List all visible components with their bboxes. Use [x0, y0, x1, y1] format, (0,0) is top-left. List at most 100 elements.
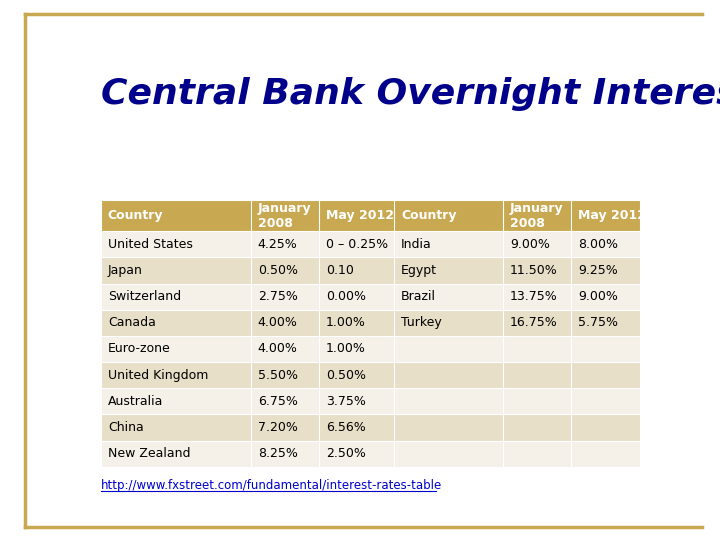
Text: 0.10: 0.10 [326, 264, 354, 277]
Text: United States: United States [108, 238, 193, 251]
FancyBboxPatch shape [319, 258, 395, 284]
Text: 8.00%: 8.00% [578, 238, 618, 251]
FancyBboxPatch shape [101, 441, 251, 467]
FancyBboxPatch shape [395, 336, 503, 362]
Text: 4.00%: 4.00% [258, 342, 297, 355]
FancyBboxPatch shape [319, 441, 395, 467]
Text: 3.75%: 3.75% [326, 395, 366, 408]
FancyBboxPatch shape [503, 310, 572, 336]
FancyBboxPatch shape [572, 200, 639, 231]
Text: 9.00%: 9.00% [578, 290, 618, 303]
FancyBboxPatch shape [101, 415, 251, 441]
Text: January
2008: January 2008 [510, 201, 564, 229]
FancyBboxPatch shape [395, 415, 503, 441]
FancyBboxPatch shape [319, 231, 395, 258]
Text: 9.00%: 9.00% [510, 238, 550, 251]
Text: May 2012: May 2012 [578, 209, 646, 222]
Text: 8.25%: 8.25% [258, 447, 297, 460]
FancyBboxPatch shape [395, 284, 503, 310]
FancyBboxPatch shape [572, 415, 639, 441]
FancyBboxPatch shape [395, 441, 503, 467]
FancyBboxPatch shape [395, 231, 503, 258]
Text: China: China [108, 421, 143, 434]
Text: Japan: Japan [108, 264, 143, 277]
Text: 0.50%: 0.50% [326, 369, 366, 382]
Text: Turkey: Turkey [401, 316, 441, 329]
FancyBboxPatch shape [101, 336, 251, 362]
Text: 0.00%: 0.00% [326, 290, 366, 303]
FancyBboxPatch shape [251, 388, 319, 415]
FancyBboxPatch shape [319, 310, 395, 336]
Text: Australia: Australia [108, 395, 163, 408]
FancyBboxPatch shape [572, 336, 639, 362]
FancyBboxPatch shape [319, 336, 395, 362]
Text: Switzerland: Switzerland [108, 290, 181, 303]
FancyBboxPatch shape [101, 388, 251, 415]
FancyBboxPatch shape [503, 284, 572, 310]
FancyBboxPatch shape [503, 258, 572, 284]
Text: 2.50%: 2.50% [326, 447, 366, 460]
Text: 7.20%: 7.20% [258, 421, 297, 434]
Text: 2.75%: 2.75% [258, 290, 297, 303]
FancyBboxPatch shape [251, 284, 319, 310]
Text: 5.50%: 5.50% [258, 369, 298, 382]
Text: http://www.fxstreet.com/fundamental/interest-rates-table: http://www.fxstreet.com/fundamental/inte… [101, 480, 442, 492]
Text: 5.75%: 5.75% [578, 316, 618, 329]
FancyBboxPatch shape [503, 441, 572, 467]
FancyBboxPatch shape [572, 284, 639, 310]
FancyBboxPatch shape [503, 200, 572, 231]
FancyBboxPatch shape [572, 388, 639, 415]
Text: 6.75%: 6.75% [258, 395, 297, 408]
Text: 16.75%: 16.75% [510, 316, 558, 329]
Text: Euro-zone: Euro-zone [108, 342, 171, 355]
Text: Egypt: Egypt [401, 264, 437, 277]
FancyBboxPatch shape [572, 310, 639, 336]
FancyBboxPatch shape [101, 362, 251, 388]
Text: Canada: Canada [108, 316, 156, 329]
Text: Country: Country [108, 209, 163, 222]
FancyBboxPatch shape [395, 200, 503, 231]
FancyBboxPatch shape [101, 200, 251, 231]
Text: United Kingdom: United Kingdom [108, 369, 208, 382]
Text: May 2012: May 2012 [326, 209, 394, 222]
FancyBboxPatch shape [395, 310, 503, 336]
FancyBboxPatch shape [319, 388, 395, 415]
FancyBboxPatch shape [251, 415, 319, 441]
Text: New Zealand: New Zealand [108, 447, 190, 460]
Text: January
2008: January 2008 [258, 201, 312, 229]
Text: 0.50%: 0.50% [258, 264, 298, 277]
FancyBboxPatch shape [572, 362, 639, 388]
FancyBboxPatch shape [503, 231, 572, 258]
FancyBboxPatch shape [503, 362, 572, 388]
FancyBboxPatch shape [251, 441, 319, 467]
FancyBboxPatch shape [319, 362, 395, 388]
FancyBboxPatch shape [572, 231, 639, 258]
Text: 9.25%: 9.25% [578, 264, 618, 277]
FancyBboxPatch shape [503, 415, 572, 441]
FancyBboxPatch shape [101, 231, 251, 258]
Text: 13.75%: 13.75% [510, 290, 558, 303]
Text: Country: Country [401, 209, 456, 222]
Text: Brazil: Brazil [401, 290, 436, 303]
FancyBboxPatch shape [572, 441, 639, 467]
Text: Central Bank Overnight Interest Rate Targets, January 2008 and: Central Bank Overnight Interest Rate Tar… [101, 77, 720, 111]
FancyBboxPatch shape [572, 258, 639, 284]
FancyBboxPatch shape [395, 388, 503, 415]
FancyBboxPatch shape [503, 336, 572, 362]
Text: 0 – 0.25%: 0 – 0.25% [326, 238, 388, 251]
FancyBboxPatch shape [319, 284, 395, 310]
FancyBboxPatch shape [251, 200, 319, 231]
FancyBboxPatch shape [319, 200, 395, 231]
FancyBboxPatch shape [251, 231, 319, 258]
FancyBboxPatch shape [395, 258, 503, 284]
Text: 1.00%: 1.00% [326, 316, 366, 329]
Text: 11.50%: 11.50% [510, 264, 558, 277]
Text: India: India [401, 238, 432, 251]
FancyBboxPatch shape [101, 310, 251, 336]
Text: 1.00%: 1.00% [326, 342, 366, 355]
FancyBboxPatch shape [251, 362, 319, 388]
FancyBboxPatch shape [395, 362, 503, 388]
FancyBboxPatch shape [319, 415, 395, 441]
FancyBboxPatch shape [101, 284, 251, 310]
FancyBboxPatch shape [503, 388, 572, 415]
